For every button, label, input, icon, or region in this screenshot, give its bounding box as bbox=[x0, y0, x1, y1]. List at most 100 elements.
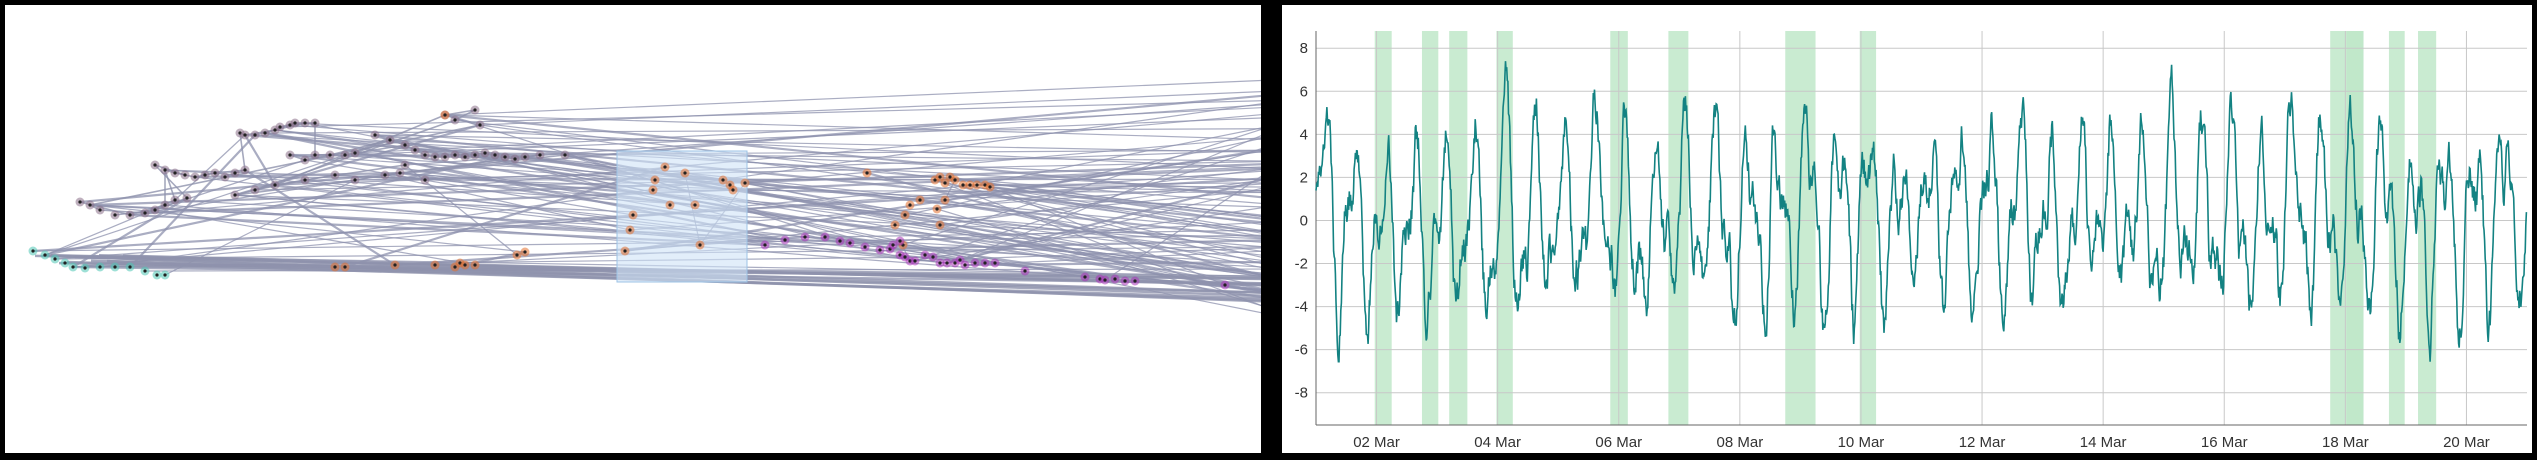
graph-node-core bbox=[163, 273, 167, 277]
graph-node-core bbox=[388, 138, 392, 142]
graph-node-core bbox=[663, 165, 667, 169]
graph-edge bbox=[744, 137, 1261, 184]
graph-node-core bbox=[443, 113, 447, 117]
graph-node-core bbox=[1223, 283, 1227, 287]
graph-node-core bbox=[293, 121, 297, 125]
graph-edge bbox=[72, 184, 978, 268]
graph-node-core bbox=[948, 175, 952, 179]
graph-edge bbox=[399, 172, 1261, 243]
graph-edge bbox=[919, 199, 1261, 252]
graph-node-core bbox=[413, 148, 417, 152]
graph-node-core bbox=[343, 153, 347, 157]
graph-node-core bbox=[213, 171, 217, 175]
graph-node-core bbox=[958, 258, 962, 262]
graph-edge bbox=[962, 184, 1261, 237]
y-tick-label: 8 bbox=[1300, 40, 1308, 57]
highlight-bands bbox=[1374, 31, 2437, 425]
graph-edge bbox=[164, 169, 176, 201]
graph-edge bbox=[294, 122, 1261, 169]
graph-node-core bbox=[303, 158, 307, 162]
graph-node-core bbox=[651, 188, 655, 192]
graph-node-core bbox=[223, 175, 227, 179]
graph-node-core bbox=[631, 213, 635, 217]
graph-edge bbox=[976, 184, 1261, 193]
graph-node-core bbox=[278, 125, 282, 129]
graph-node-core bbox=[993, 261, 997, 265]
x-tick-label: 02 Mar bbox=[1353, 434, 1400, 451]
graph-edge bbox=[244, 134, 276, 186]
graph-node-core bbox=[1133, 279, 1137, 283]
graph-node-core bbox=[473, 153, 477, 157]
network-graph-panel[interactable] bbox=[5, 5, 1261, 453]
graph-node-core bbox=[193, 175, 197, 179]
graph-node-core bbox=[463, 155, 467, 159]
graph-node-core bbox=[503, 155, 507, 159]
highlight-band bbox=[2388, 31, 2405, 425]
graph-edge bbox=[89, 124, 481, 206]
graph-node-core bbox=[403, 163, 407, 167]
x-tick-label: 14 Mar bbox=[2080, 434, 2127, 451]
graph-node-core bbox=[163, 203, 167, 207]
graph-nodes bbox=[28, 105, 1230, 290]
graph-node-core bbox=[393, 263, 397, 267]
timeseries-chart[interactable]: 8 6 4 2 0 -2 -4 -6 -8 02 Mar 04 Mar 06 Mar 08 Mar 10 … bbox=[1282, 5, 2532, 453]
graph-edge bbox=[889, 239, 1261, 251]
graph-edge bbox=[289, 154, 656, 181]
graph-node-core bbox=[343, 265, 347, 269]
graph-edge bbox=[444, 109, 476, 116]
graph-node-core bbox=[878, 248, 882, 252]
graph-edge bbox=[946, 187, 1261, 264]
graph-node-core bbox=[938, 175, 942, 179]
graph-node-core bbox=[1113, 277, 1117, 281]
graph-node-core bbox=[453, 153, 457, 157]
graph-node-core bbox=[903, 213, 907, 217]
graph-node-core bbox=[623, 249, 627, 253]
graph-edge bbox=[909, 247, 1261, 262]
graph-node-core bbox=[453, 118, 457, 122]
graph-node-core bbox=[938, 223, 942, 227]
graph-node-core bbox=[383, 173, 387, 177]
graph-node-core bbox=[253, 188, 257, 192]
y-tick-label: -8 bbox=[1295, 385, 1308, 402]
graph-edge bbox=[239, 132, 246, 171]
graph-node-core bbox=[303, 178, 307, 182]
graph-node-core bbox=[88, 203, 92, 207]
graph-node-core bbox=[153, 208, 157, 212]
y-tick-label: 2 bbox=[1300, 169, 1308, 186]
graph-node-core bbox=[155, 273, 159, 277]
graph-edge bbox=[989, 186, 1261, 216]
graph-node-core bbox=[953, 261, 957, 265]
graph-node-core bbox=[173, 171, 177, 175]
graph-node-core bbox=[683, 171, 687, 175]
graph-edge bbox=[444, 113, 1261, 199]
graph-node-core bbox=[333, 265, 337, 269]
graph-node-core bbox=[173, 198, 177, 202]
network-graph-canvas[interactable] bbox=[5, 5, 1261, 453]
timeseries-panel[interactable]: 8 6 4 2 0 -2 -4 -6 -8 02 Mar 04 Mar 06 Mar 08 Mar 10 … bbox=[1282, 5, 2532, 453]
highlight-band bbox=[1449, 31, 1468, 425]
graph-node-core bbox=[731, 188, 735, 192]
graph-node-core bbox=[483, 151, 487, 155]
graph-edge bbox=[989, 186, 1261, 232]
graph-node-core bbox=[923, 253, 927, 257]
graph-node-core bbox=[183, 173, 187, 177]
graph-edge bbox=[684, 172, 1261, 276]
graph-edge bbox=[964, 260, 1261, 267]
graph-edge bbox=[946, 178, 1261, 265]
graph-edge bbox=[939, 179, 1261, 226]
graph-node-core bbox=[668, 203, 672, 207]
graph-node-core bbox=[243, 168, 247, 172]
graph-edge bbox=[624, 189, 1261, 252]
graph-edge bbox=[144, 199, 176, 214]
x-tick-label: 10 Mar bbox=[1838, 434, 1885, 451]
graph-node-core bbox=[373, 133, 377, 137]
graph-edge bbox=[289, 153, 1261, 277]
graph-node-core bbox=[233, 171, 237, 175]
graph-node-core bbox=[1123, 279, 1127, 283]
graph-node-core bbox=[185, 196, 189, 200]
graph-node-core bbox=[433, 155, 437, 159]
graph-node-core bbox=[563, 153, 567, 157]
graph-node-core bbox=[433, 263, 437, 267]
graph-node-core bbox=[893, 223, 897, 227]
graph-node-core bbox=[1023, 269, 1027, 273]
